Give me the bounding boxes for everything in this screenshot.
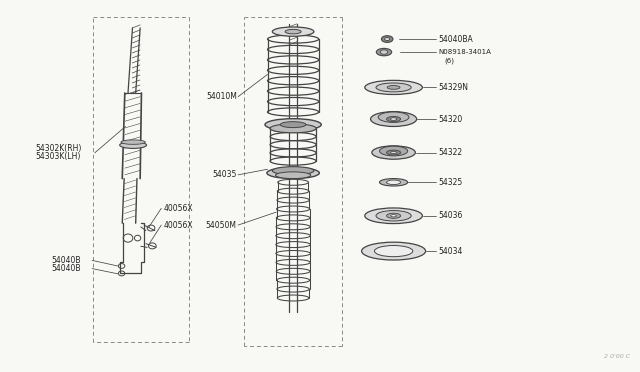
Ellipse shape	[390, 151, 397, 154]
Text: 54040BA: 54040BA	[438, 35, 473, 44]
Ellipse shape	[374, 246, 413, 257]
Ellipse shape	[270, 124, 316, 133]
Ellipse shape	[378, 112, 409, 122]
Ellipse shape	[390, 118, 397, 120]
Text: 54010M: 54010M	[206, 92, 237, 101]
Ellipse shape	[387, 86, 400, 89]
Text: 54325: 54325	[438, 178, 463, 187]
Ellipse shape	[371, 112, 417, 126]
Ellipse shape	[365, 208, 422, 224]
Ellipse shape	[380, 146, 408, 156]
Ellipse shape	[387, 213, 401, 218]
Ellipse shape	[387, 180, 401, 185]
Text: 54034: 54034	[438, 247, 463, 256]
Text: 54040B: 54040B	[51, 256, 81, 265]
Text: 54036: 54036	[438, 211, 463, 220]
Ellipse shape	[120, 142, 147, 148]
Text: 54322: 54322	[438, 148, 463, 157]
Text: 2 0'00 C: 2 0'00 C	[604, 354, 630, 359]
Ellipse shape	[381, 36, 393, 42]
Ellipse shape	[385, 38, 390, 41]
Ellipse shape	[380, 179, 408, 186]
Ellipse shape	[275, 172, 311, 179]
Ellipse shape	[390, 215, 397, 217]
Ellipse shape	[280, 122, 306, 128]
Text: 54329N: 54329N	[438, 83, 468, 92]
Text: (6): (6)	[445, 57, 455, 64]
Text: 54302K(RH): 54302K(RH)	[35, 144, 81, 153]
Text: 54050M: 54050M	[206, 221, 237, 230]
Text: 40056X: 40056X	[163, 221, 193, 230]
Text: 54303K(LH): 54303K(LH)	[35, 153, 81, 161]
Ellipse shape	[362, 242, 426, 260]
Text: 54040B: 54040B	[51, 264, 81, 273]
Ellipse shape	[121, 140, 145, 144]
Ellipse shape	[273, 167, 314, 175]
Ellipse shape	[380, 50, 388, 54]
Ellipse shape	[285, 29, 301, 34]
Ellipse shape	[265, 119, 321, 131]
Ellipse shape	[376, 83, 412, 92]
Text: 54035: 54035	[212, 170, 237, 179]
Text: 40056X: 40056X	[163, 204, 193, 213]
Text: N08918-3401A: N08918-3401A	[438, 49, 492, 55]
Ellipse shape	[365, 80, 422, 94]
Ellipse shape	[376, 48, 392, 56]
Ellipse shape	[387, 150, 401, 155]
Ellipse shape	[267, 167, 319, 179]
Ellipse shape	[387, 116, 401, 122]
Ellipse shape	[372, 146, 415, 159]
Text: 54320: 54320	[438, 115, 463, 124]
Ellipse shape	[376, 211, 412, 221]
Ellipse shape	[273, 27, 314, 36]
